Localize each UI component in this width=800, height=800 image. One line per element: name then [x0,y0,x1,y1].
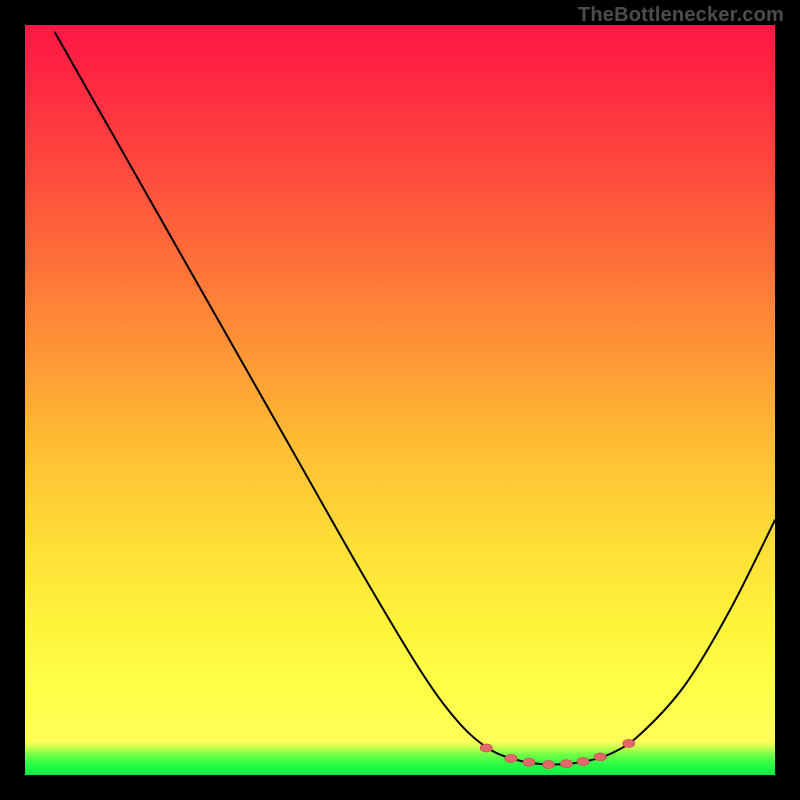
chart-marker [594,753,606,761]
chart-marker [523,758,535,766]
chart-marker [577,758,589,766]
watermark-label: TheBottlenecker.com [578,4,784,27]
chart-marker [480,744,492,752]
chart-stage: TheBottlenecker.com [0,0,800,800]
chart-marker [623,740,635,748]
chart-marker [505,755,517,763]
chart-plot-area [25,25,775,775]
chart-marker [561,760,573,768]
chart-marker [543,761,555,769]
chart-svg [0,0,800,800]
